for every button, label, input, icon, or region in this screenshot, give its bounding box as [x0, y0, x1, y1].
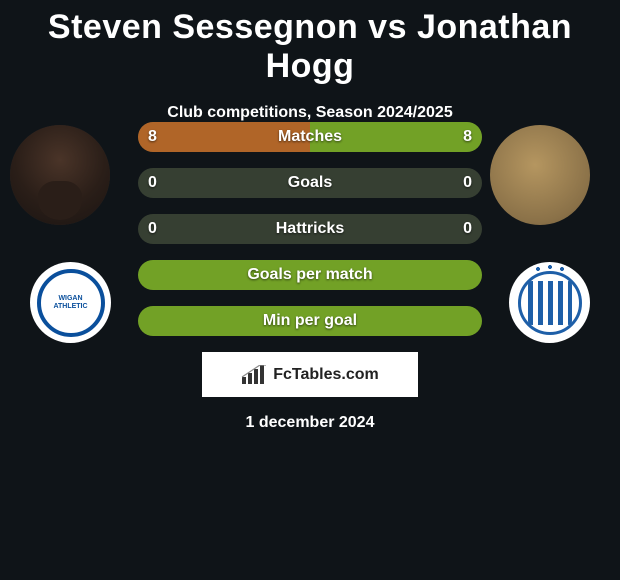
stat-right-value: 0 — [463, 168, 472, 198]
stat-bar: Goals per match — [138, 260, 482, 290]
huddersfield-badge-icon — [518, 271, 582, 335]
stat-label: Min per goal — [138, 306, 482, 336]
stat-bar: 0 0Goals — [138, 168, 482, 198]
generated-date: 1 december 2024 — [0, 414, 620, 432]
stat-left-value: 0 — [148, 168, 157, 198]
player-left-club-badge: WIGANATHLETIC — [30, 262, 111, 343]
stat-bar: 0 0Hattricks — [138, 214, 482, 244]
stat-bar: Min per goal — [138, 306, 482, 336]
stat-label: Goals — [138, 168, 482, 198]
player-right-portrait — [490, 125, 590, 225]
bar-chart-icon — [241, 365, 267, 385]
stat-right-value: 0 — [463, 214, 472, 244]
stripes-icon — [528, 281, 572, 325]
stat-bar-fill-right — [310, 122, 482, 152]
stat-bar: 88Matches — [138, 122, 482, 152]
player-left-portrait — [10, 125, 110, 225]
stat-label: Goals per match — [138, 260, 482, 290]
stat-left-value: 0 — [148, 214, 157, 244]
stat-right-value: 8 — [463, 122, 472, 152]
comparison-bars: 88Matches00Goals00HattricksGoals per mat… — [138, 122, 482, 352]
player-right-club-badge — [509, 262, 590, 343]
stat-bar-fill-left — [138, 122, 310, 152]
infographic-root: Steven Sessegnon vs Jonathan Hogg Club c… — [0, 0, 620, 580]
page-title: Steven Sessegnon vs Jonathan Hogg — [0, 0, 620, 86]
subtitle: Club competitions, Season 2024/2025 — [0, 104, 620, 122]
watermark-text: FcTables.com — [273, 366, 379, 384]
wigan-badge-icon: WIGANATHLETIC — [37, 269, 105, 337]
watermark: FcTables.com — [202, 352, 418, 397]
stat-left-value: 8 — [148, 122, 157, 152]
player-left-face — [10, 125, 110, 225]
stat-label: Hattricks — [138, 214, 482, 244]
